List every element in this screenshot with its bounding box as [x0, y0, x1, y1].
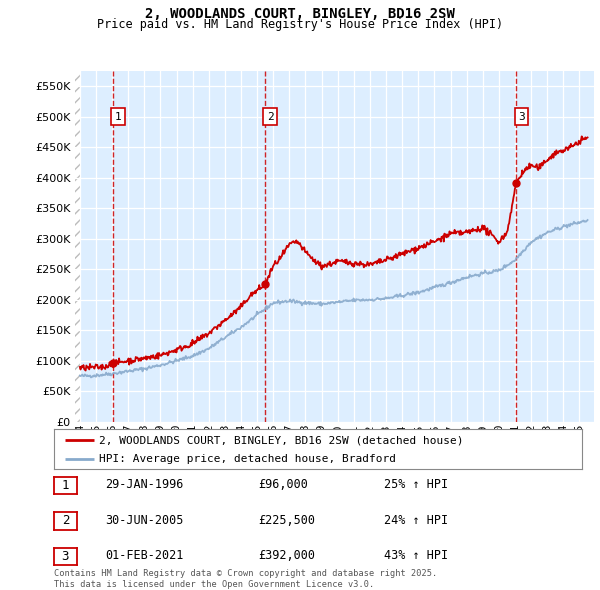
Text: 3: 3: [62, 550, 69, 563]
Text: £392,000: £392,000: [258, 549, 315, 562]
Text: 29-JAN-1996: 29-JAN-1996: [105, 478, 184, 491]
Text: 2: 2: [62, 514, 69, 527]
Text: 24% ↑ HPI: 24% ↑ HPI: [384, 514, 448, 527]
Text: 43% ↑ HPI: 43% ↑ HPI: [384, 549, 448, 562]
Text: Contains HM Land Registry data © Crown copyright and database right 2025.
This d: Contains HM Land Registry data © Crown c…: [54, 569, 437, 589]
Text: £96,000: £96,000: [258, 478, 308, 491]
Text: 2, WOODLANDS COURT, BINGLEY, BD16 2SW (detached house): 2, WOODLANDS COURT, BINGLEY, BD16 2SW (d…: [99, 435, 463, 445]
Text: 1: 1: [115, 112, 122, 122]
Text: 3: 3: [518, 112, 524, 122]
Text: HPI: Average price, detached house, Bradford: HPI: Average price, detached house, Brad…: [99, 454, 396, 464]
Text: 2, WOODLANDS COURT, BINGLEY, BD16 2SW: 2, WOODLANDS COURT, BINGLEY, BD16 2SW: [145, 7, 455, 21]
Text: 25% ↑ HPI: 25% ↑ HPI: [384, 478, 448, 491]
Text: 2: 2: [266, 112, 274, 122]
Text: 30-JUN-2005: 30-JUN-2005: [105, 514, 184, 527]
Text: 01-FEB-2021: 01-FEB-2021: [105, 549, 184, 562]
Bar: [75, 71, 80, 422]
Text: 1: 1: [62, 479, 69, 492]
Text: £225,500: £225,500: [258, 514, 315, 527]
Text: Price paid vs. HM Land Registry's House Price Index (HPI): Price paid vs. HM Land Registry's House …: [97, 18, 503, 31]
